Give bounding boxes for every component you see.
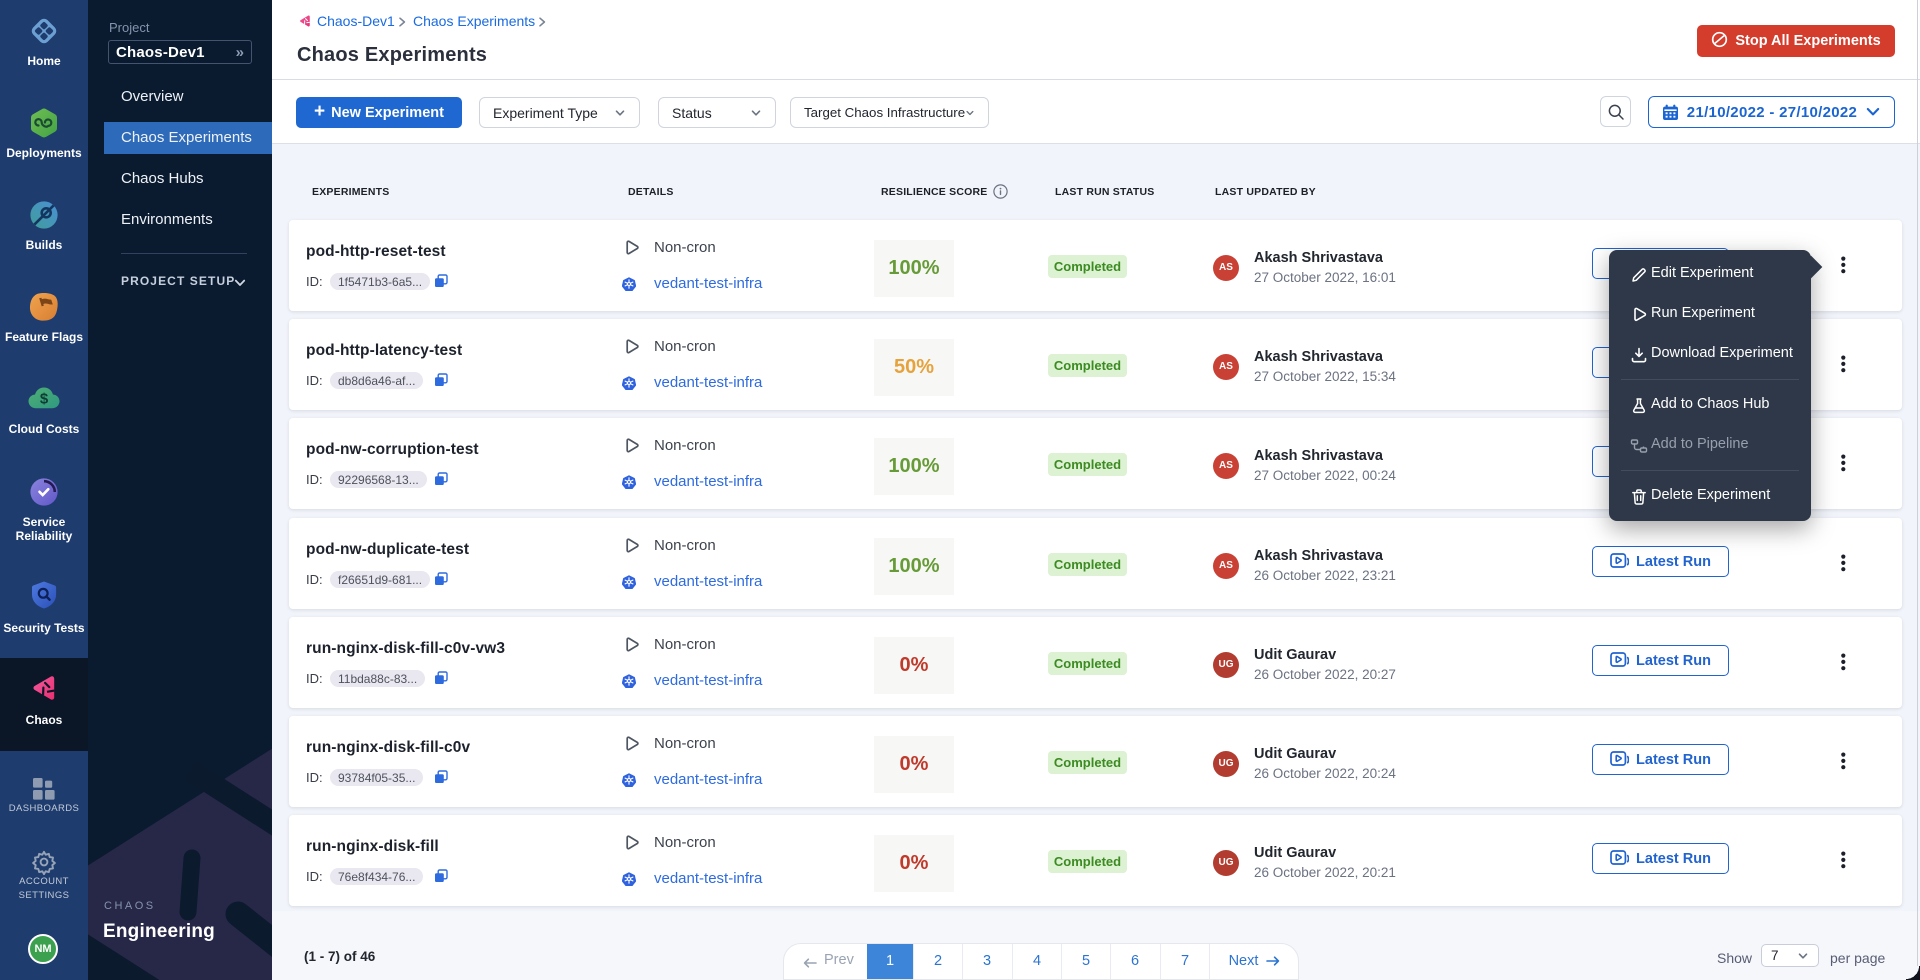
svg-text:$: $: [40, 391, 49, 408]
